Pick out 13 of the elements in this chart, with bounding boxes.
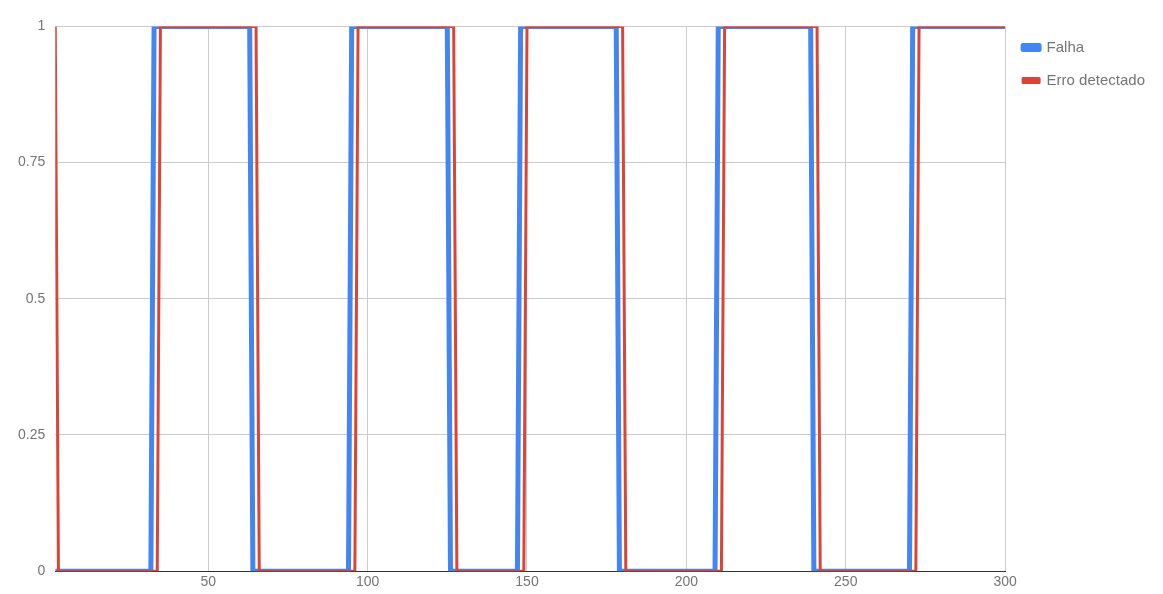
x-tick-label: 250 [834, 573, 858, 590]
y-tick-label: 0.75 [18, 153, 46, 170]
x-tick-label: 300 [993, 573, 1017, 590]
legend-label: Erro detectado [1046, 70, 1146, 88]
y-tick-label: 0.5 [25, 289, 46, 306]
x-tick-label: 200 [674, 573, 699, 590]
x-tick-label: 150 [515, 573, 539, 590]
y-tick-label: 1 [37, 17, 46, 34]
x-tick-label: 50 [200, 573, 217, 590]
x-tick-label: 100 [355, 573, 380, 590]
legend-label: Falha [1046, 37, 1085, 55]
y-tick-label: 0 [37, 562, 46, 579]
y-tick-label: 0.25 [18, 425, 46, 442]
